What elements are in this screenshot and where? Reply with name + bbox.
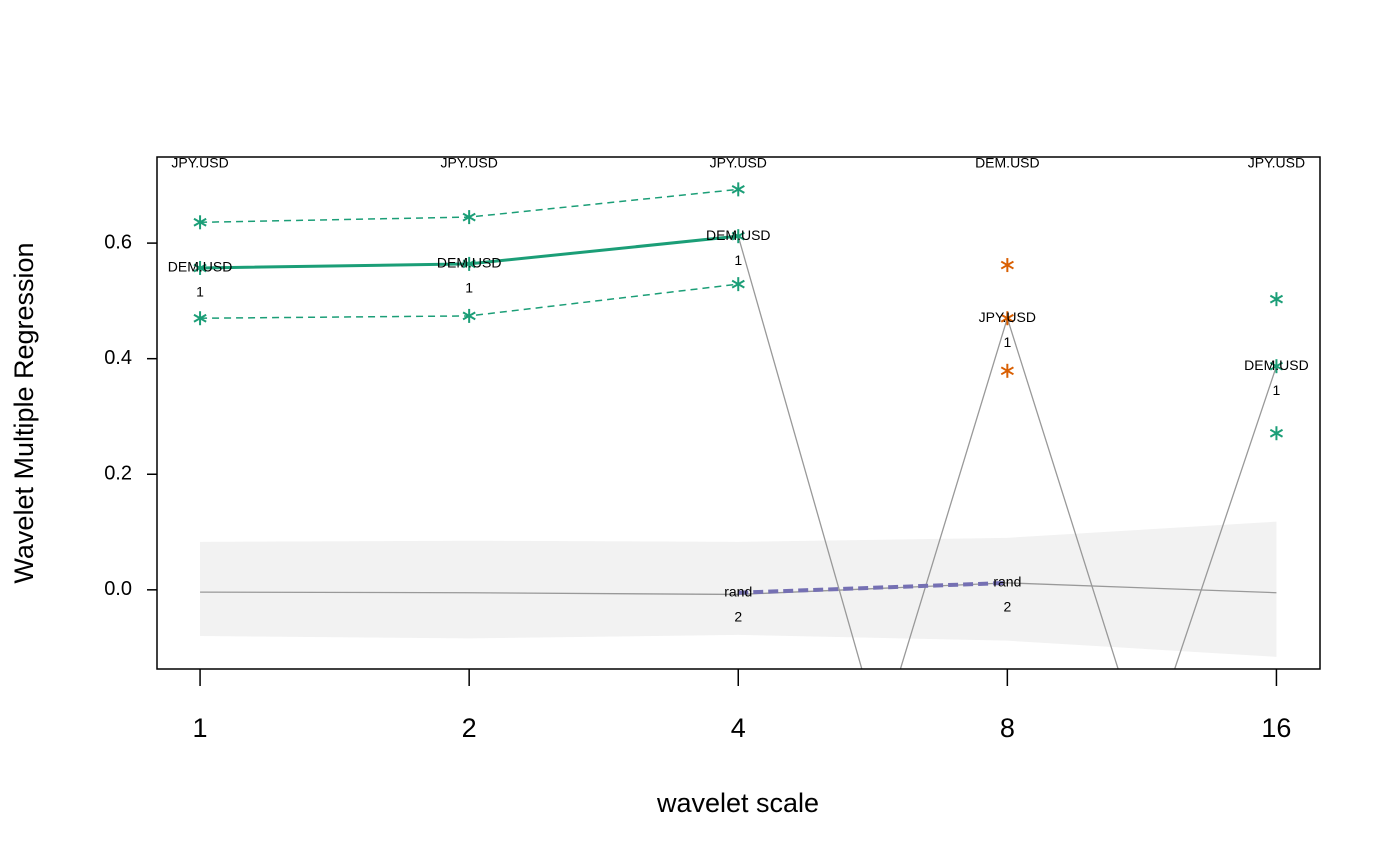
- point-label-number: 1: [1003, 334, 1011, 350]
- star-stroke: [1269, 361, 1284, 371]
- star-marker: [731, 277, 745, 292]
- top-label: DEM.USD: [975, 155, 1040, 171]
- star-marker: [1000, 363, 1014, 378]
- y-tick-label: 0.2: [104, 463, 132, 485]
- point-label-number: 2: [1003, 599, 1011, 615]
- x-axis-label: wavelet scale: [656, 788, 819, 818]
- star-stroke: [1000, 260, 1014, 270]
- top-label: JPY.USD: [710, 155, 767, 171]
- star-stroke: [731, 279, 745, 289]
- star-marker: [193, 311, 207, 326]
- point-label: DEM.USD: [1244, 357, 1309, 373]
- star-stroke: [193, 313, 207, 323]
- point-label-number: 1: [465, 280, 473, 296]
- star-marker: [1269, 359, 1284, 374]
- x-tick-label: 8: [1000, 713, 1015, 743]
- star-stroke: [1000, 313, 1014, 323]
- star-stroke: [193, 217, 207, 227]
- top-label: JPY.USD: [440, 155, 497, 171]
- point-label-number: 1: [196, 284, 204, 300]
- star-marker: [462, 256, 476, 271]
- star-stroke: [731, 184, 745, 194]
- y-tick-label: 0.0: [104, 578, 132, 600]
- overlay: DEM.USD 1 DEM.USD 1 DEM.USD 1 JPY.USD 1 DEM.USD 1…: [168, 182, 1309, 624]
- x-tick-label: 16: [1261, 713, 1291, 743]
- x-tick-label: 4: [731, 713, 746, 743]
- y-tick-label: 0.6: [104, 231, 132, 253]
- star-stroke: [462, 212, 476, 222]
- point-label: rand: [724, 583, 752, 599]
- star-stroke: [193, 263, 207, 273]
- top-label: JPY.USD: [171, 155, 228, 171]
- x-tick-label: 2: [462, 713, 477, 743]
- star-marker: [1269, 426, 1284, 441]
- point-label-number: 1: [734, 252, 742, 268]
- star-stroke: [731, 231, 745, 241]
- star-marker: [193, 260, 207, 275]
- point-label-number: 1: [1273, 382, 1281, 398]
- star-marker: [1000, 311, 1014, 326]
- star-stroke: [1269, 428, 1284, 438]
- star-marker: [1000, 258, 1014, 273]
- confidence-band: [200, 521, 1277, 657]
- star-marker: [1269, 292, 1284, 307]
- point-label: JPY.USD: [979, 309, 1036, 325]
- point-label: DEM.USD: [168, 259, 233, 275]
- star-stroke: [1269, 294, 1284, 304]
- y-tick-label: 0.4: [104, 347, 132, 369]
- star-stroke: [462, 311, 476, 321]
- star-stroke: [1000, 366, 1014, 376]
- point-label-number: 2: [734, 608, 742, 624]
- star-marker: [731, 229, 745, 244]
- point-label: DEM.USD: [706, 227, 771, 243]
- star-marker: [193, 215, 207, 230]
- y-axis-label: Wavelet Multiple Regression: [9, 242, 39, 583]
- star-stroke: [462, 259, 476, 269]
- point-label: rand: [993, 574, 1021, 590]
- star-marker: [731, 182, 745, 197]
- star-marker: [462, 210, 476, 225]
- band-center-line: [200, 582, 1277, 596]
- top-label: JPY.USD: [1248, 155, 1305, 171]
- x-tick-label: 1: [193, 713, 208, 743]
- point-label: DEM.USD: [437, 255, 502, 271]
- star-marker: [462, 308, 476, 323]
